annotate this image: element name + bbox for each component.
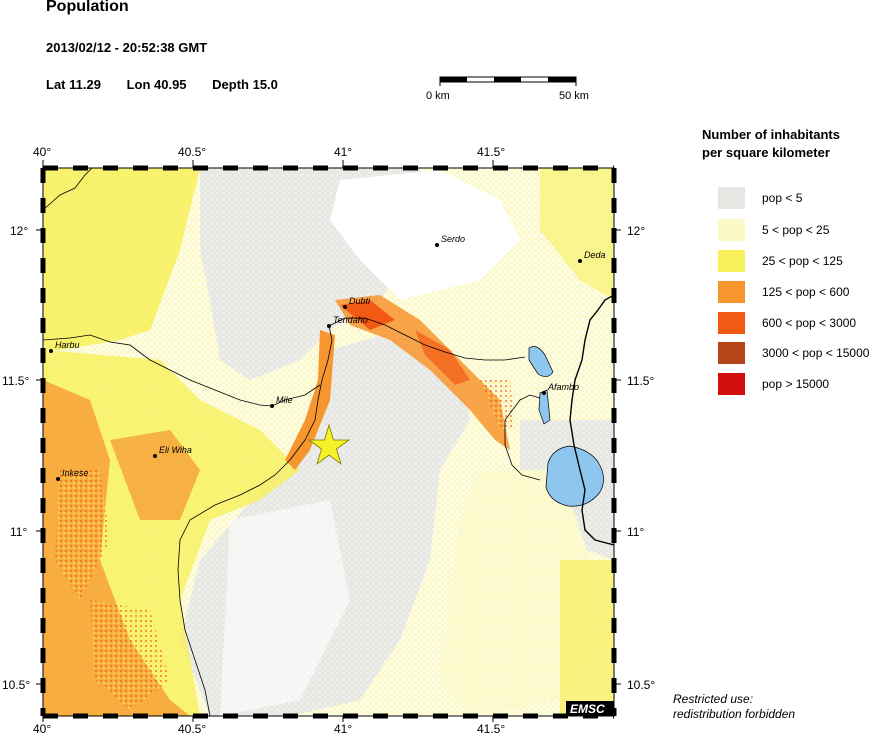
- map-title: Population: [46, 0, 129, 15]
- city-label-tendaho: Tendaho: [333, 315, 368, 325]
- usage-restriction-line2: redistribution forbidden: [673, 707, 796, 721]
- legend-label: 125 < pop < 600: [762, 285, 850, 299]
- right-lat-label-10-5: 10.5°: [627, 678, 656, 692]
- city-label-serdo: Serdo: [441, 234, 465, 244]
- top-lon-label-40: 40°: [33, 145, 52, 159]
- bottom-lon-label-40-5: 40.5°: [178, 722, 207, 736]
- legend-swatch: [718, 281, 745, 303]
- city-tendaho: Tendaho: [327, 315, 368, 328]
- legend-swatch: [718, 342, 745, 364]
- scale-bar-end-label: 50 km: [559, 90, 589, 102]
- city-label-mile: Mile: [276, 395, 293, 405]
- usage-restriction-line1: Restricted use:: [673, 692, 754, 706]
- epicenter-star-icon: [307, 423, 351, 466]
- legend-label: pop < 5: [762, 191, 803, 205]
- legend-title: Number of inhabitants per square kilomet…: [702, 126, 840, 162]
- left-lat-label-11: 11°: [10, 525, 28, 539]
- city-label-deda: Deda: [584, 250, 606, 260]
- map-area: [43, 168, 614, 716]
- top-lon-label-41: 41°: [334, 145, 353, 159]
- legend-label: 600 < pop < 3000: [762, 316, 857, 330]
- left-lat-label-12: 12°: [10, 224, 29, 238]
- event-coordinates: Lat 11.29 Lon 40.95 Depth 15.0: [46, 77, 300, 92]
- left-lat-label-11-5: 11.5°: [2, 374, 30, 388]
- city-mile: Mile: [270, 395, 293, 408]
- emsc-logo: EMSC: [566, 701, 614, 716]
- left-lat-label-10-5: 10.5°: [2, 678, 31, 692]
- city-inkese: Inkese: [56, 468, 89, 481]
- legend-swatch: [718, 312, 745, 334]
- legend-label: pop > 15000: [762, 377, 830, 391]
- usage-restriction-note: Restricted use: redistribution forbidden: [673, 692, 795, 722]
- scale-bar: [439, 76, 577, 86]
- legend-label: 25 < pop < 125: [762, 254, 843, 268]
- city-markers: Serdo Deda Dubti Tendaho Harbu Mile Afam…: [49, 234, 606, 481]
- longitude-value: Lon 40.95: [126, 77, 187, 92]
- right-lat-label-11: 11°: [627, 525, 645, 539]
- top-lon-label-41-5: 41.5°: [477, 145, 506, 159]
- bottom-lon-label-41-5: 41.5°: [477, 722, 506, 736]
- legend-label: 5 < pop < 25: [762, 223, 830, 237]
- right-lat-label-12: 12°: [627, 224, 646, 238]
- legend-title-line1: Number of inhabitants: [702, 127, 840, 142]
- city-deda: Deda: [578, 250, 606, 263]
- svg-text:EMSC: EMSC: [570, 702, 605, 716]
- city-dubti: Dubti: [343, 296, 371, 309]
- city-serdo: Serdo: [435, 234, 465, 247]
- city-eli-wiha: Eli Wiha: [153, 445, 192, 458]
- legend-swatch: [718, 250, 745, 272]
- legend-swatch: [718, 219, 745, 241]
- event-datetime: 2013/02/12 - 20:52:38 GMT: [46, 40, 208, 55]
- city-label-inkese: Inkese: [62, 468, 89, 478]
- right-lat-label-11-5: 11.5°: [627, 374, 655, 388]
- bottom-lon-label-41: 41°: [334, 722, 353, 736]
- city-label-dubti: Dubti: [349, 296, 371, 306]
- top-lon-label-40-5: 40.5°: [178, 145, 207, 159]
- bottom-lon-label-40: 40°: [33, 722, 52, 736]
- map-border-ticks: [36, 160, 621, 722]
- city-harbu: Harbu: [49, 340, 80, 353]
- city-label-afambo: Afambo: [547, 382, 579, 392]
- legend-swatch: [718, 373, 745, 395]
- legend-title-line2: per square kilometer: [702, 145, 830, 160]
- city-label-harbu: Harbu: [55, 340, 80, 350]
- depth-value: Depth 15.0: [212, 77, 278, 92]
- city-afambo: Afambo: [542, 382, 579, 395]
- latitude-value: Lat 11.29: [46, 77, 101, 92]
- city-label-eli-wiha: Eli Wiha: [159, 445, 192, 455]
- scale-bar-start-label: 0 km: [426, 90, 450, 102]
- legend-swatch: [718, 187, 745, 209]
- legend-label: 3000 < pop < 15000: [762, 346, 870, 360]
